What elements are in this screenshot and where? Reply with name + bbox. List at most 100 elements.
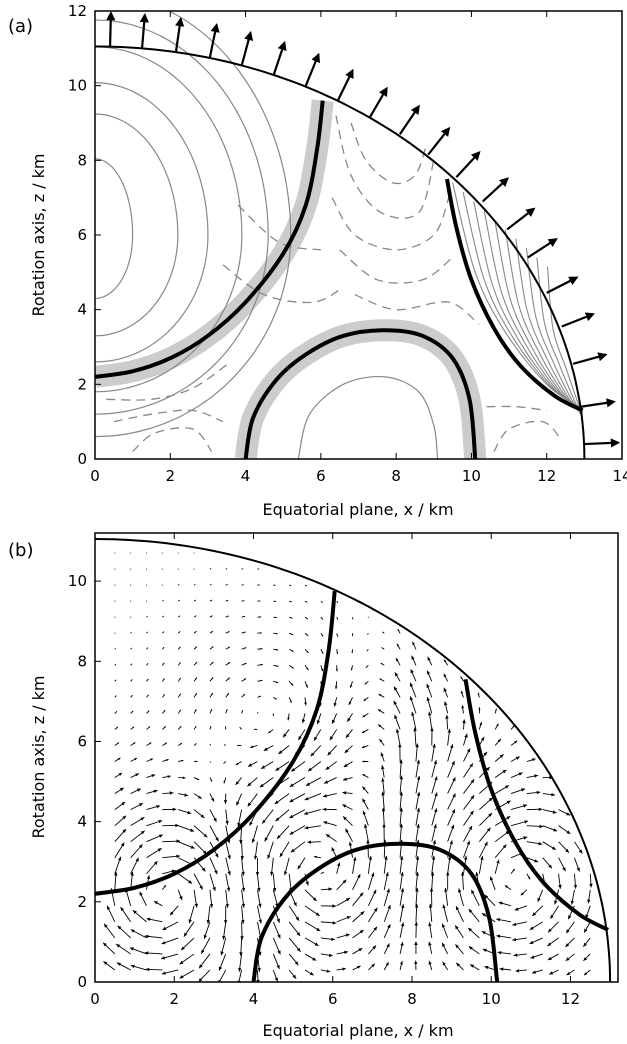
b-velocity-arrowhead bbox=[551, 846, 556, 850]
b-velocity-arrowhead bbox=[257, 887, 261, 892]
b-velocity-arrowhead bbox=[275, 767, 280, 771]
b-velocity-arrowhead bbox=[114, 871, 118, 876]
b-velocity-arrowhead bbox=[336, 635, 338, 637]
b-velocity-arrowhead bbox=[380, 752, 384, 757]
b-velocity-arrowhead bbox=[267, 854, 271, 859]
b-velocity-dot bbox=[130, 600, 132, 602]
b-velocity-arrowhead bbox=[326, 969, 331, 973]
b-velocity-arrowhead bbox=[199, 964, 203, 969]
b-velocity-arrowhead bbox=[287, 717, 290, 721]
b-velocity-arrowhead bbox=[452, 793, 456, 798]
b-velocity-arrowhead bbox=[276, 665, 279, 667]
b-velocity-arrowhead bbox=[157, 848, 162, 852]
b-velocity-arrowhead bbox=[312, 957, 317, 961]
b-velocity-arrowhead bbox=[268, 730, 271, 734]
b-velocity-arrowhead bbox=[307, 840, 311, 844]
b-velocity-arrowhead bbox=[416, 792, 421, 796]
b-velocity-arrowhead bbox=[201, 949, 205, 954]
b-velocity-arrowhead bbox=[183, 932, 188, 937]
b-velocity-arrowhead bbox=[263, 747, 268, 751]
b-velocity-arrowhead bbox=[400, 888, 405, 892]
b-velocity-arrowhead bbox=[554, 900, 558, 905]
b-velocity-dot bbox=[145, 568, 148, 570]
b-velocity-arrowhead bbox=[426, 683, 430, 688]
a-solid-contour bbox=[95, 46, 243, 393]
b-velocity-arrowhead bbox=[362, 714, 366, 718]
b-velocity-arrowhead bbox=[484, 841, 488, 846]
b-velocity-arrowhead bbox=[116, 962, 121, 966]
b-velocity-arrowhead bbox=[242, 568, 244, 570]
b-velocity-arrowhead bbox=[237, 822, 241, 827]
b-velocity-arrowhead bbox=[322, 807, 327, 812]
b-velocity-arrowhead bbox=[323, 821, 328, 825]
b-velocity-arrowhead bbox=[298, 736, 302, 740]
b-velocity-arrowhead bbox=[444, 888, 448, 892]
b-velocity-arrowhead bbox=[146, 917, 151, 921]
b-velocity-arrowhead bbox=[584, 972, 588, 976]
b-velocity-arrowhead bbox=[304, 702, 307, 706]
b-velocity-arrowhead bbox=[551, 792, 555, 797]
b-x-tick-label: 8 bbox=[407, 990, 417, 1008]
a-flow-arrow bbox=[527, 238, 558, 259]
b-velocity-arrowhead bbox=[499, 754, 504, 758]
a-solid-contour bbox=[95, 113, 179, 337]
b-velocity-arrowhead bbox=[132, 910, 137, 914]
b-velocity-arrowhead bbox=[460, 871, 465, 876]
b-velocity-arrowhead bbox=[394, 686, 398, 691]
b-velocity-arrowhead bbox=[566, 830, 571, 834]
panel-b-label: (b) bbox=[8, 540, 33, 561]
b-velocity-arrowhead bbox=[195, 693, 197, 696]
b-velocity-arrowhead bbox=[132, 726, 135, 729]
b-velocity-arrowhead bbox=[147, 647, 148, 649]
b-velocity-arrowhead bbox=[345, 898, 350, 902]
b-velocity-arrowhead bbox=[502, 844, 507, 849]
b-velocity-arrowhead bbox=[290, 601, 292, 603]
b-velocity-arrowhead bbox=[342, 879, 347, 884]
b-velocity-arrowhead bbox=[484, 965, 489, 970]
b-velocity-arrowhead bbox=[167, 775, 171, 779]
b-velocity-arrowhead bbox=[198, 795, 202, 799]
b-velocity-arrowhead bbox=[194, 584, 196, 585]
b-velocity-arrowhead bbox=[163, 885, 166, 888]
b-velocity-arrowhead bbox=[117, 742, 119, 745]
b-velocity-arrowhead bbox=[416, 823, 420, 828]
b-velocity-arrowhead bbox=[452, 777, 456, 782]
b-velocity-arrowhead bbox=[431, 855, 436, 860]
b-velocity-arrowhead bbox=[497, 739, 501, 743]
b-velocity-arrowhead bbox=[520, 892, 524, 896]
a-dashed-contours bbox=[106, 115, 563, 453]
b-velocity-arrowhead bbox=[115, 711, 118, 713]
b-x-tick-label: 6 bbox=[328, 990, 338, 1008]
b-velocity-arrowhead bbox=[179, 975, 184, 979]
b-velocity-dot bbox=[114, 632, 116, 634]
b-velocity-arrowhead bbox=[200, 814, 205, 818]
b-velocity-arrowhead bbox=[211, 615, 213, 617]
b-velocity-arrowhead bbox=[364, 824, 368, 828]
b-velocity-arrowhead bbox=[136, 788, 141, 792]
b-velocity-arrowhead bbox=[321, 601, 323, 603]
b-velocity-arrowhead bbox=[364, 682, 367, 685]
b-velocity-arrowhead bbox=[477, 692, 480, 695]
b-velocity-arrowhead bbox=[372, 945, 376, 950]
b-velocity-arrowhead bbox=[466, 840, 470, 845]
b-velocity-arrowhead bbox=[401, 904, 405, 909]
b-velocity-arrowhead bbox=[146, 616, 148, 617]
b-velocity-arrowhead bbox=[358, 948, 363, 952]
b-velocity-arrowhead bbox=[306, 585, 307, 586]
b-velocity-arrowhead bbox=[447, 728, 451, 733]
b-velocity-arrowhead bbox=[534, 859, 539, 863]
b-velocity-arrowhead bbox=[201, 867, 206, 872]
b-velocity-dot bbox=[367, 616, 369, 618]
b-velocity-arrowhead bbox=[144, 951, 149, 955]
b-velocity-arrowhead bbox=[428, 904, 433, 908]
b-velocity-dot bbox=[193, 568, 195, 570]
b-velocity-arrowhead bbox=[161, 941, 166, 945]
b-velocity-arrowhead bbox=[381, 807, 386, 812]
b-velocity-arrowhead bbox=[442, 961, 446, 966]
a-solid-contour bbox=[95, 158, 134, 300]
b-velocity-arrowhead bbox=[470, 795, 475, 800]
b-velocity-arrowhead bbox=[344, 950, 348, 955]
b-velocity-dot bbox=[114, 568, 116, 570]
b-velocity-arrowhead bbox=[226, 584, 228, 585]
b-velocity-arrowhead bbox=[210, 761, 211, 763]
